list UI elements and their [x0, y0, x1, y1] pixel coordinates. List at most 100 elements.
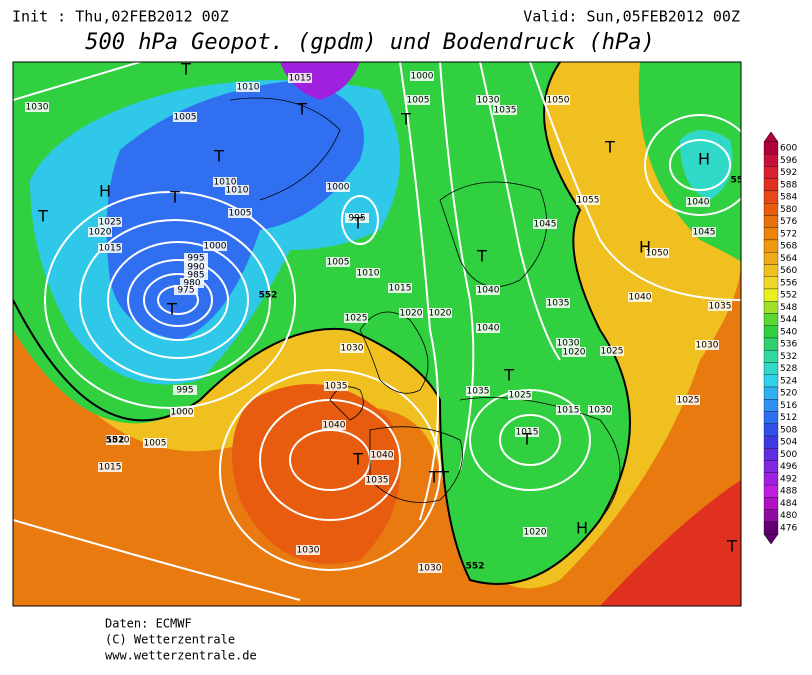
colorbar-swatch: [763, 386, 779, 400]
label-backdrop: [523, 527, 547, 537]
label-backdrop: [546, 95, 570, 105]
pressure-center: H: [698, 150, 710, 169]
isobar-label: 1030: [696, 341, 719, 351]
colorbar-label: 492: [780, 474, 797, 484]
pressure-center: T: [428, 468, 439, 487]
label-backdrop: [388, 283, 412, 293]
colorbar-swatch: [763, 141, 779, 155]
label-backdrop: [399, 308, 423, 318]
colorbar-label: 528: [780, 364, 797, 374]
pressure-center: T: [400, 110, 411, 129]
pressure-center: T: [503, 366, 514, 385]
isobar-label: 1000: [327, 183, 350, 193]
label-backdrop: [344, 313, 368, 323]
pressure-center: T: [521, 430, 532, 449]
isobar-label: 1035: [467, 387, 490, 397]
colorbar-swatch: [763, 239, 779, 253]
colorbar: 600 596 592 588 584 580 576 572 568 564 560 556 552 5…: [763, 131, 797, 545]
colorbar-swatch: [763, 178, 779, 192]
isobar-label: 1020: [400, 309, 423, 319]
isobar-label: 1030: [477, 96, 500, 106]
isobar-label: 1030: [589, 406, 612, 416]
pressure-center: H: [576, 519, 588, 538]
label-backdrop: [326, 182, 350, 192]
label-backdrop: [296, 545, 320, 555]
label-backdrop: [676, 395, 700, 405]
isobar-label: 1040: [687, 198, 710, 208]
isobar-label: 1050: [646, 249, 669, 259]
isobar-label: 1010: [107, 436, 130, 446]
isobar-label: 1025: [345, 314, 368, 324]
label-backdrop: [406, 95, 430, 105]
colorbar-label: 576: [780, 217, 797, 227]
colorbar-label: 480: [780, 511, 797, 521]
label-backdrop: [692, 227, 716, 237]
colorbar-label: 592: [780, 168, 797, 178]
colorbar-label: 560: [780, 266, 797, 276]
label-backdrop: [708, 301, 732, 311]
colorbar-swatch: [763, 399, 779, 412]
isobar-label: 552: [259, 291, 278, 301]
isobar-label: 1015: [99, 244, 122, 254]
colorbar-label: 504: [780, 438, 797, 448]
isobar-label: 1030: [557, 339, 580, 349]
pressure-center: T: [169, 188, 180, 207]
colorbar-swatch: [763, 153, 779, 167]
colorbar-label: 580: [780, 205, 797, 215]
isobar-label: 1035: [325, 382, 348, 392]
isobar-label: 552: [466, 562, 485, 572]
field-cyan-east: [680, 130, 733, 200]
isobar-label: 552: [106, 436, 125, 446]
pressure-center: H: [99, 182, 111, 201]
label-backdrop: [628, 292, 652, 302]
isobar-label: 1005: [144, 439, 167, 449]
isobar-label: 1005: [407, 96, 430, 106]
isobar-label: 1030: [297, 546, 320, 556]
colorbar-swatch: [763, 350, 779, 363]
isobar-label: 1010: [357, 269, 380, 279]
label-backdrop: [515, 427, 539, 437]
colorbar-swatch: [763, 435, 779, 449]
colorbar-label: 564: [780, 254, 797, 264]
isobar-label: 1055: [577, 196, 600, 206]
colorbar-swatch: [763, 166, 779, 179]
label-backdrop: [98, 462, 122, 472]
isobar-label: 985: [187, 271, 204, 281]
isobar-label: 1005: [327, 258, 350, 268]
isobar-label: 1025: [99, 218, 122, 228]
colorbar-swatch: [763, 264, 779, 277]
isobar-label: 1010: [214, 178, 237, 188]
isobar-label: 1030: [419, 564, 442, 574]
colorbar-label: 516: [780, 401, 797, 411]
pressure-center: T: [352, 450, 363, 469]
isobar-label: 980: [183, 279, 200, 289]
label-backdrop: [695, 340, 719, 350]
colorbar-swatch: [763, 362, 779, 375]
label-backdrop: [213, 177, 237, 187]
label-backdrop: [203, 241, 227, 251]
colorbar-swatch: [763, 227, 779, 241]
label-backdrop: [98, 243, 122, 253]
label-backdrop: [600, 346, 624, 356]
isobar-label: 1035: [366, 476, 389, 486]
isobar-label: 995: [187, 254, 204, 264]
coastlines: [229, 97, 621, 521]
isobar-label: 1040: [323, 421, 346, 431]
colorbar-label: 548: [780, 303, 797, 313]
label-backdrop: [25, 102, 49, 112]
colorbar-label: 508: [780, 425, 797, 435]
isobar-label: 1035: [494, 106, 517, 116]
label-backdrop: [288, 73, 312, 83]
isobar-label: 1025: [601, 347, 624, 357]
footer-data: Daten: ECMWF: [105, 617, 192, 631]
label-backdrop: [546, 298, 570, 308]
colorbar-label: 520: [780, 389, 797, 399]
label-backdrop: [324, 381, 348, 391]
colorbar-swatch: [763, 190, 779, 204]
label-backdrop: [326, 257, 350, 267]
pressure-center: T: [166, 300, 177, 319]
label-backdrop: [88, 227, 112, 237]
field-red-se: [600, 480, 741, 606]
footer-copyright: (C) Wetterzentrale: [105, 633, 235, 647]
colorbar-label: 544: [780, 315, 797, 325]
